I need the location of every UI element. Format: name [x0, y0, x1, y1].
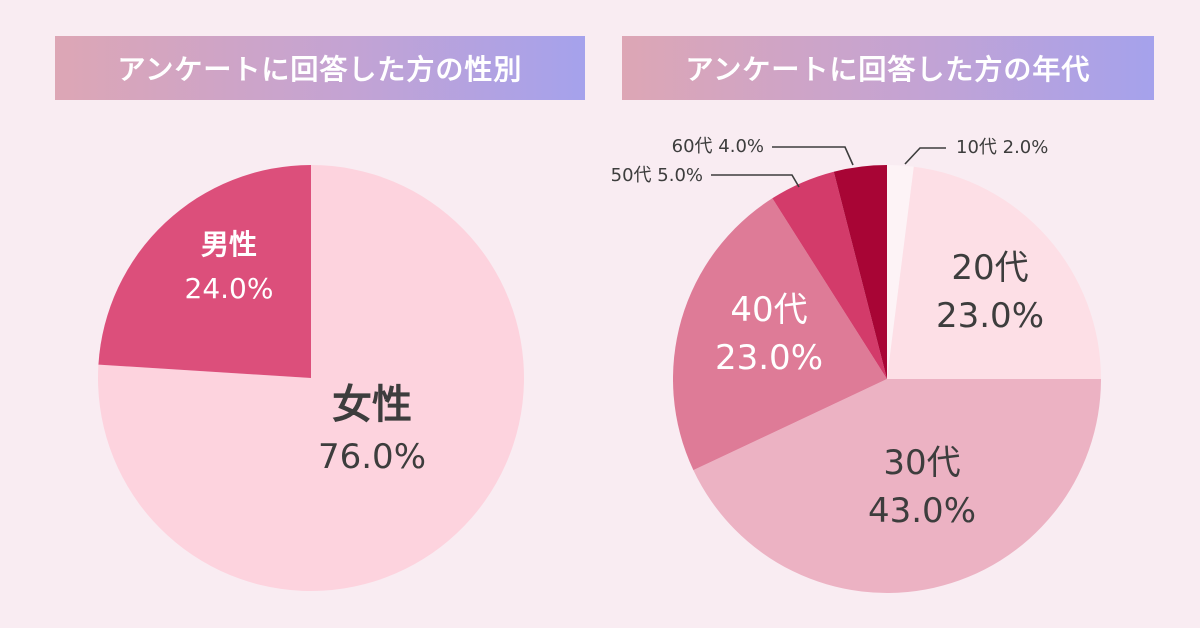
callout-label: 60代 4.0% — [672, 136, 764, 157]
age-slice-2 — [693, 379, 1101, 593]
age-slice-value-label: 23.0% — [715, 338, 823, 378]
gender-slice-1 — [98, 165, 311, 378]
gender-chart-title: アンケートに回答した方の性別 — [55, 36, 585, 100]
gender-pie: 女性 76.0% 男性 24.0% — [97, 165, 524, 591]
gender-slice-value-label: 76.0% — [318, 437, 426, 477]
gender-slice-value-label: 24.0% — [185, 272, 274, 305]
age-chart-title: アンケートに回答した方の年代 — [622, 36, 1154, 100]
age-slice-value-label: 23.0% — [936, 296, 1044, 336]
age-slice-3 — [672, 198, 887, 471]
callout-leader-line — [711, 174, 800, 188]
gender-slice-name-label: 女性 — [332, 382, 412, 428]
age-slice-5 — [833, 165, 887, 379]
age-slice-value-label: 43.0% — [868, 491, 976, 531]
age-pie: 20代 23.0% 30代 43.0% 40代 23.0% — [672, 165, 1101, 593]
age-slice-name-label: 40代 — [730, 290, 807, 330]
age-slice-name-label: 30代 — [883, 443, 960, 483]
callout-leader-line — [904, 147, 946, 165]
age-slice-name-label: 20代 — [951, 248, 1028, 288]
gender-slice-name-label: 男性 — [201, 228, 257, 261]
age-slice-4 — [772, 171, 887, 379]
age-slice-1 — [887, 166, 1101, 379]
callout-label: 50代 5.0% — [611, 165, 703, 186]
age-slice-0 — [887, 165, 914, 379]
callout-label: 10代 2.0% — [956, 137, 1048, 158]
callout-leader-line — [772, 146, 854, 166]
age-pie-callouts: 10代 2.0% 60代 4.0% 50代 5.0% — [611, 136, 1048, 188]
